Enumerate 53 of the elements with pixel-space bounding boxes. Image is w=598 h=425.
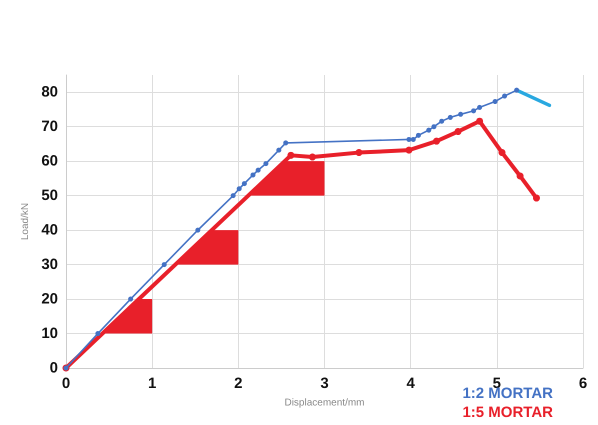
- point: [476, 118, 484, 125]
- point: [263, 161, 268, 166]
- y-tick-label: 50: [41, 187, 58, 204]
- point: [256, 168, 261, 173]
- x-tick-label: 3: [320, 375, 329, 392]
- point: [471, 108, 476, 114]
- point: [250, 172, 256, 178]
- point: [516, 172, 524, 180]
- point: [128, 296, 134, 302]
- point: [439, 118, 444, 124]
- point: [514, 88, 520, 93]
- point: [502, 94, 508, 99]
- x-tick-label: 0: [62, 375, 70, 392]
- x-tick-label: 4: [406, 375, 416, 392]
- point: [287, 152, 294, 159]
- point: [276, 148, 282, 153]
- y-tick-label: 60: [41, 152, 58, 170]
- y-tick-label: 70: [41, 118, 58, 136]
- y-tick-label: 10: [41, 325, 58, 342]
- point: [406, 136, 412, 142]
- y-tick-label: 80: [41, 84, 58, 101]
- x-tick-label: 1: [148, 375, 156, 392]
- point: [431, 124, 436, 130]
- point: [498, 149, 506, 156]
- y-tick-label: 40: [41, 222, 58, 239]
- point: [416, 132, 421, 138]
- x-tick-label: 6: [578, 375, 588, 392]
- point: [405, 146, 412, 154]
- y-tick-label: 30: [41, 256, 58, 274]
- point: [230, 193, 236, 198]
- point: [355, 149, 362, 156]
- y-tick-label: 20: [41, 290, 58, 308]
- point: [458, 112, 464, 117]
- text: 1:5 MORTAR: [462, 404, 554, 421]
- point: [95, 331, 100, 336]
- point: [454, 128, 462, 136]
- point: [195, 228, 200, 233]
- point: [283, 140, 288, 146]
- point: [410, 136, 416, 142]
- point: [426, 128, 432, 133]
- point: [236, 186, 242, 192]
- point: [532, 194, 540, 202]
- x-axis-title: Displacement/mm: [284, 398, 365, 408]
- point: [448, 114, 453, 120]
- y-tick-label: 0: [50, 360, 58, 376]
- point: [308, 154, 316, 161]
- x-tick-label: 2: [234, 375, 243, 392]
- y-axis-title: Load/kN: [20, 202, 31, 240]
- point: [492, 99, 498, 104]
- point: [242, 181, 247, 186]
- point: [477, 104, 482, 110]
- point: [162, 262, 167, 268]
- point: [433, 138, 440, 145]
